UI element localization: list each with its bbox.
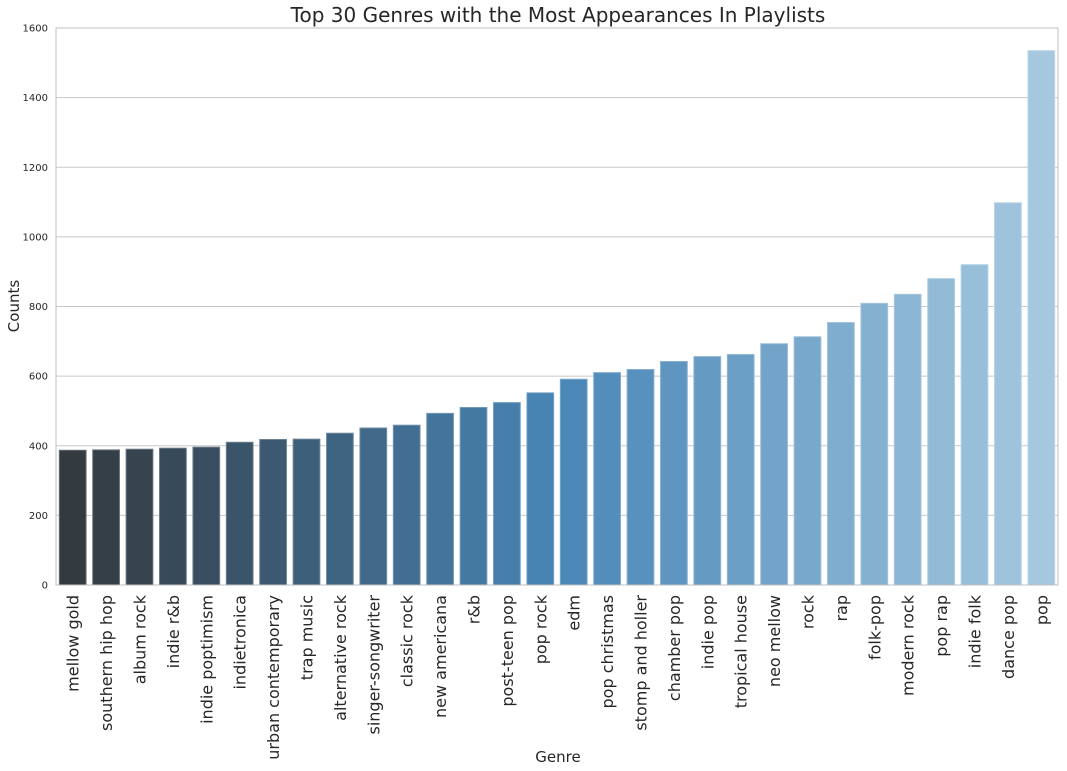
x-tick-label: trap music <box>298 595 317 680</box>
y-axis-label: Counts <box>5 280 23 333</box>
y-tick-label: 200 <box>29 511 48 522</box>
bar-dance-pop <box>994 202 1022 586</box>
bar-stomp-and-holler <box>626 369 655 586</box>
x-tick-label: new americana <box>431 595 450 718</box>
x-tick-label: rock <box>799 594 818 629</box>
x-tick-label: dance pop <box>999 595 1018 679</box>
x-tick-label: pop rock <box>531 594 550 664</box>
x-tick-label: album rock <box>131 594 150 684</box>
bar-album-rock <box>125 448 154 586</box>
bar-chamber-pop <box>660 361 688 586</box>
x-tick-label: stomp and holler <box>632 595 651 731</box>
x-tick-label: edm <box>565 595 584 631</box>
bar-tropical-house <box>726 354 755 586</box>
x-tick-label: neo mellow <box>765 595 784 687</box>
bar-folk-pop <box>860 302 889 586</box>
bars <box>58 50 1056 586</box>
y-tick-label: 1400 <box>23 93 48 104</box>
bar-rap <box>827 322 855 586</box>
bar-post-teen-pop <box>493 402 521 586</box>
x-tick-label: post-teen pop <box>498 595 517 707</box>
plot-frame <box>55 27 1059 586</box>
x-tick-label: modern rock <box>899 594 918 696</box>
x-tick-label: singer-songwriter <box>364 595 383 735</box>
x-tick-label: rap <box>832 595 851 622</box>
x-tick-label: indietronica <box>231 595 250 690</box>
x-axis-label: Genre <box>535 748 580 766</box>
x-tick-label: urban contemporary <box>264 595 283 760</box>
bar-rock <box>793 336 822 586</box>
bar-indietronica <box>225 441 254 586</box>
y-tick-label: 400 <box>29 441 48 452</box>
bar-mellow-gold <box>58 449 87 586</box>
bar-singer-songwriter <box>359 427 388 586</box>
bar-pop <box>1027 50 1056 586</box>
x-tick-label: r&b <box>465 595 484 624</box>
bar-urban-contemporary <box>259 438 287 586</box>
x-tick-label: indie poptimism <box>197 595 216 724</box>
x-tick-label: pop <box>1032 595 1051 625</box>
chart-title: Top 30 Genres with the Most Appearances … <box>290 3 826 27</box>
bar-indie-poptimism <box>192 446 221 586</box>
x-tick-label: classic rock <box>398 594 417 687</box>
x-tick-label: southern hip hop <box>97 595 116 731</box>
x-tick-label: indie pop <box>698 595 717 669</box>
x-tick-label: pop christmas <box>598 595 617 708</box>
y-tick-label: 1600 <box>23 24 48 35</box>
y-tick-label: 800 <box>29 302 48 313</box>
bar-indie-folk <box>960 264 989 586</box>
x-tick-label: mellow gold <box>64 595 83 692</box>
bar-classic-rock <box>392 424 421 586</box>
bar-indie-r-b <box>159 447 187 586</box>
y-tick-labels: 0 200 400 600 800 1000 1200 1400 1600 <box>23 24 48 592</box>
x-tick-label: chamber pop <box>665 595 684 701</box>
x-tick-label: indie folk <box>966 594 985 668</box>
x-tick-label: tropical house <box>732 595 751 708</box>
bar-edm <box>559 378 588 586</box>
bar-neo-mellow <box>760 343 788 586</box>
y-tick-label: 1200 <box>23 163 48 174</box>
bar-pop-christmas <box>593 372 621 586</box>
bar-alternative-rock <box>326 432 354 586</box>
x-tick-labels: mellow gold southern hip hop album rock ind… <box>64 594 1052 759</box>
bar-modern-rock <box>893 293 922 586</box>
x-tick-label: folk-pop <box>865 595 884 660</box>
bar-new-americana <box>426 412 454 586</box>
x-tick-label: alternative rock <box>331 594 350 721</box>
bar-indie-pop <box>693 356 722 586</box>
y-tick-label: 0 <box>42 581 48 592</box>
bar-southern-hip-hop <box>92 449 120 586</box>
y-tick-label: 600 <box>29 372 48 383</box>
bar-pop-rock <box>526 392 555 586</box>
bar-pop-rap <box>927 278 955 586</box>
x-tick-label: pop rap <box>932 595 951 657</box>
bar-trap-music <box>292 438 321 586</box>
y-tick-label: 1000 <box>23 232 48 243</box>
bar-r-b <box>459 406 488 586</box>
x-tick-label: indie r&b <box>164 595 183 668</box>
